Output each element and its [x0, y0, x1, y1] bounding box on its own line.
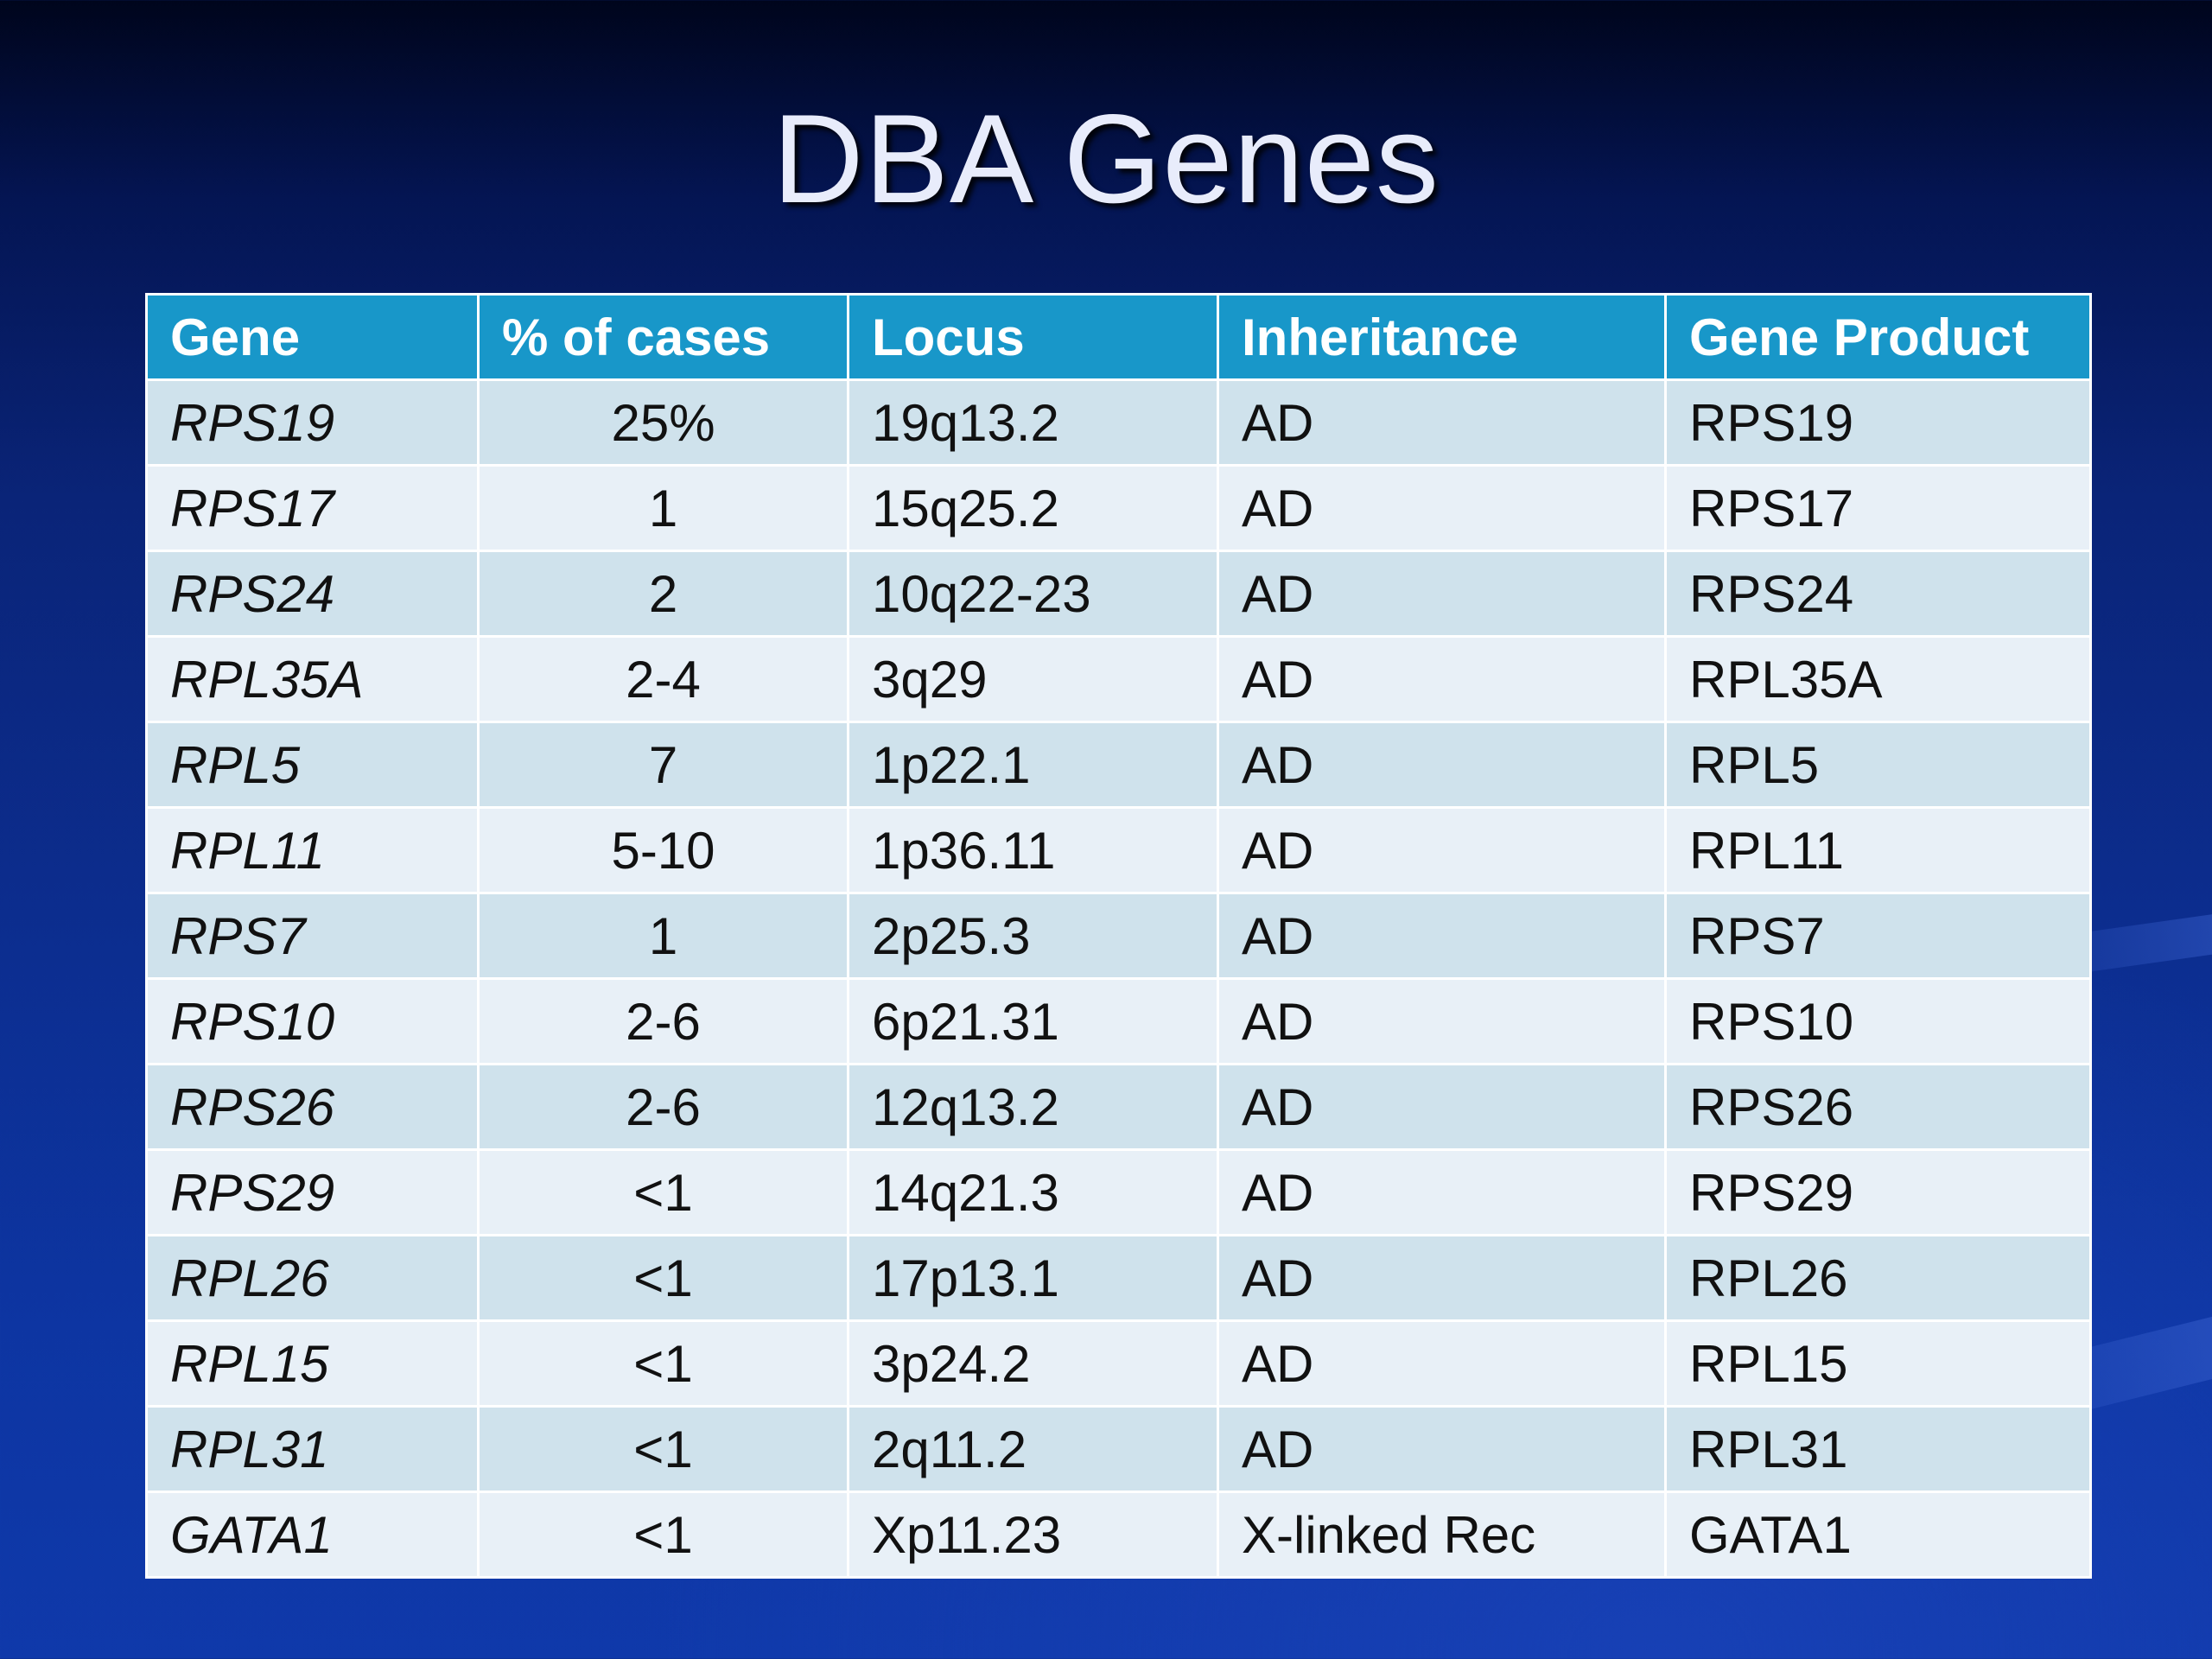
cell-percent-of-cases: 2: [477, 550, 849, 638]
cell-percent-of-cases: 1: [477, 464, 849, 552]
table-row: RPS10 2-6 6p21.31 AD RPS10: [145, 977, 2092, 1065]
cell-locus: 2q11.2: [847, 1405, 1219, 1493]
cell-gene: RPL26: [145, 1234, 480, 1322]
cell-percent-of-cases: 7: [477, 721, 849, 809]
table-header-row: Gene % of cases Locus Inheritance Gene P…: [145, 293, 2092, 381]
cell-inheritance: AD: [1217, 378, 1667, 467]
cell-locus: Xp11.23: [847, 1491, 1219, 1579]
table-row: RPS17 1 15q25.2 AD RPS17: [145, 464, 2092, 552]
table-row: RPL31 <1 2q11.2 AD RPL31: [145, 1405, 2092, 1493]
cell-locus: 12q13.2: [847, 1063, 1219, 1151]
cell-gene-product: RPL5: [1664, 721, 2092, 809]
cell-gene: RPS17: [145, 464, 480, 552]
table-row: RPS7 1 2p25.3 AD RPS7: [145, 892, 2092, 980]
cell-inheritance: AD: [1217, 806, 1667, 894]
cell-locus: 3q29: [847, 635, 1219, 723]
cell-inheritance: AD: [1217, 1405, 1667, 1493]
cell-gene: RPS29: [145, 1148, 480, 1236]
header-gene-product: Gene Product: [1664, 293, 2092, 381]
table-row: RPL26 <1 17p13.1 AD RPL26: [145, 1234, 2092, 1322]
cell-locus: 1p22.1: [847, 721, 1219, 809]
cell-gene-product: GATA1: [1664, 1491, 2092, 1579]
table-row: RPL11 5-10 1p36.11 AD RPL11: [145, 806, 2092, 894]
cell-gene-product: RPS26: [1664, 1063, 2092, 1151]
cell-locus: 17p13.1: [847, 1234, 1219, 1322]
cell-locus: 1p36.11: [847, 806, 1219, 894]
cell-gene-product: RPS24: [1664, 550, 2092, 638]
cell-inheritance: X-linked Rec: [1217, 1491, 1667, 1579]
cell-gene: GATA1: [145, 1491, 480, 1579]
cell-inheritance: AD: [1217, 1148, 1667, 1236]
cell-inheritance: AD: [1217, 635, 1667, 723]
cell-percent-of-cases: 25%: [477, 378, 849, 467]
table-row: RPS26 2-6 12q13.2 AD RPS26: [145, 1063, 2092, 1151]
cell-inheritance: AD: [1217, 1319, 1667, 1408]
cell-gene: RPS7: [145, 892, 480, 980]
cell-gene-product: RPL35A: [1664, 635, 2092, 723]
cell-gene-product: RPL31: [1664, 1405, 2092, 1493]
cell-percent-of-cases: 2-6: [477, 1063, 849, 1151]
table-row: RPS19 25% 19q13.2 AD RPS19: [145, 378, 2092, 467]
cell-gene-product: RPS17: [1664, 464, 2092, 552]
cell-percent-of-cases: <1: [477, 1319, 849, 1408]
slide-title: DBA Genes: [772, 88, 1440, 229]
table-row: RPS24 2 10q22-23 AD RPS24: [145, 550, 2092, 638]
cell-inheritance: AD: [1217, 1234, 1667, 1322]
cell-gene: RPL31: [145, 1405, 480, 1493]
table-row: RPL5 7 1p22.1 AD RPL5: [145, 721, 2092, 809]
cell-gene: RPS19: [145, 378, 480, 467]
cell-percent-of-cases: <1: [477, 1234, 849, 1322]
cell-gene: RPS10: [145, 977, 480, 1065]
cell-locus: 6p21.31: [847, 977, 1219, 1065]
cell-locus: 10q22-23: [847, 550, 1219, 638]
cell-gene: RPL5: [145, 721, 480, 809]
cell-gene-product: RPL26: [1664, 1234, 2092, 1322]
cell-inheritance: AD: [1217, 892, 1667, 980]
cell-gene-product: RPL11: [1664, 806, 2092, 894]
header-locus: Locus: [847, 293, 1219, 381]
cell-gene-product: RPL15: [1664, 1319, 2092, 1408]
table-row: RPS29 <1 14q21.3 AD RPS29: [145, 1148, 2092, 1236]
cell-inheritance: AD: [1217, 1063, 1667, 1151]
cell-gene-product: RPS10: [1664, 977, 2092, 1065]
table-row: RPL35A 2-4 3q29 AD RPL35A: [145, 635, 2092, 723]
cell-inheritance: AD: [1217, 977, 1667, 1065]
cell-gene: RPL11: [145, 806, 480, 894]
cell-percent-of-cases: 2-6: [477, 977, 849, 1065]
dba-genes-table: Gene % of cases Locus Inheritance Gene P…: [145, 293, 2092, 1579]
cell-percent-of-cases: <1: [477, 1148, 849, 1236]
cell-percent-of-cases: <1: [477, 1405, 849, 1493]
cell-gene: RPL35A: [145, 635, 480, 723]
cell-locus: 2p25.3: [847, 892, 1219, 980]
cell-gene: RPL15: [145, 1319, 480, 1408]
cell-percent-of-cases: 1: [477, 892, 849, 980]
cell-locus: 15q25.2: [847, 464, 1219, 552]
cell-gene: RPS24: [145, 550, 480, 638]
header-percent-of-cases: % of cases: [477, 293, 849, 381]
cell-locus: 14q21.3: [847, 1148, 1219, 1236]
cell-locus: 19q13.2: [847, 378, 1219, 467]
table-row: RPL15 <1 3p24.2 AD RPL15: [145, 1319, 2092, 1408]
cell-locus: 3p24.2: [847, 1319, 1219, 1408]
cell-gene-product: RPS19: [1664, 378, 2092, 467]
cell-gene: RPS26: [145, 1063, 480, 1151]
header-gene: Gene: [145, 293, 480, 381]
cell-gene-product: RPS29: [1664, 1148, 2092, 1236]
cell-percent-of-cases: 5-10: [477, 806, 849, 894]
cell-inheritance: AD: [1217, 550, 1667, 638]
table-row: GATA1 <1 Xp11.23 X-linked Rec GATA1: [145, 1491, 2092, 1579]
cell-inheritance: AD: [1217, 721, 1667, 809]
cell-percent-of-cases: <1: [477, 1491, 849, 1579]
cell-percent-of-cases: 2-4: [477, 635, 849, 723]
cell-gene-product: RPS7: [1664, 892, 2092, 980]
header-inheritance: Inheritance: [1217, 293, 1667, 381]
cell-inheritance: AD: [1217, 464, 1667, 552]
